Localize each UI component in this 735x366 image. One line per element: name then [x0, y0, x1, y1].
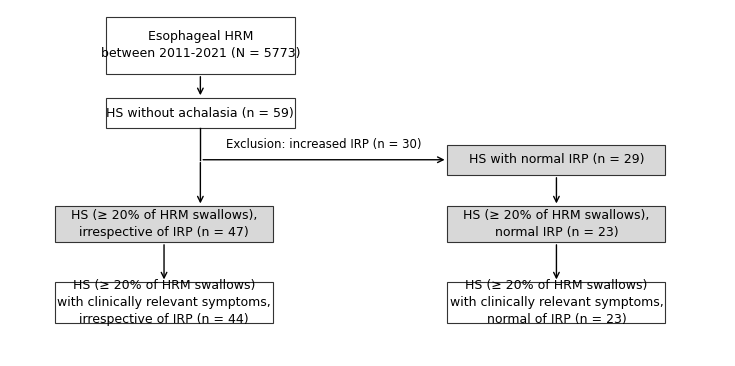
FancyBboxPatch shape — [448, 145, 665, 175]
FancyBboxPatch shape — [55, 282, 273, 324]
FancyBboxPatch shape — [55, 206, 273, 242]
FancyBboxPatch shape — [106, 17, 295, 74]
Text: HS (≥ 20% of HRM swallows),
normal IRP (n = 23): HS (≥ 20% of HRM swallows), normal IRP (… — [463, 209, 650, 239]
Text: HS (≥ 20% of HRM swallows),
irrespective of IRP (n = 47): HS (≥ 20% of HRM swallows), irrespective… — [71, 209, 257, 239]
FancyBboxPatch shape — [448, 206, 665, 242]
Text: Exclusion: increased IRP (n = 30): Exclusion: increased IRP (n = 30) — [226, 138, 422, 151]
Text: HS with normal IRP (n = 29): HS with normal IRP (n = 29) — [469, 153, 644, 166]
FancyBboxPatch shape — [448, 282, 665, 324]
Text: Esophageal HRM
between 2011-2021 (N = 5773): Esophageal HRM between 2011-2021 (N = 57… — [101, 30, 300, 60]
FancyBboxPatch shape — [106, 98, 295, 128]
Text: HS (≥ 20% of HRM swallows)
with clinically relevant symptoms,
normal of IRP (n =: HS (≥ 20% of HRM swallows) with clinical… — [450, 279, 663, 326]
Text: HS (≥ 20% of HRM swallows)
with clinically relevant symptoms,
irrespective of IR: HS (≥ 20% of HRM swallows) with clinical… — [57, 279, 271, 326]
Text: HS without achalasia (n = 59): HS without achalasia (n = 59) — [107, 107, 294, 120]
